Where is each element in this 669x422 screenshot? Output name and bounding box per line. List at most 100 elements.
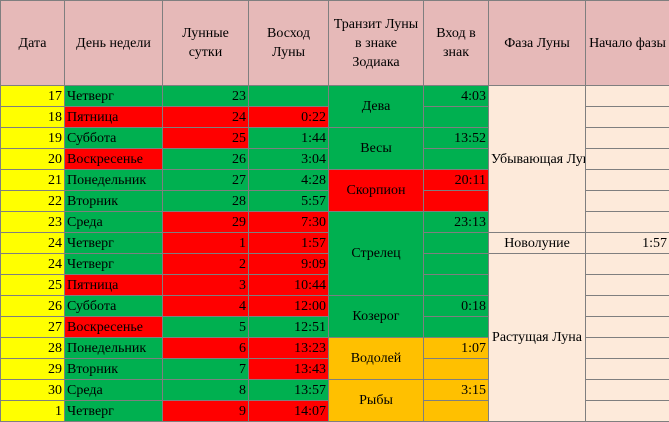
date-cell[interactable]: 19	[1, 128, 65, 149]
moonrise-cell[interactable]: 13:23	[249, 338, 329, 359]
header-phase-start[interactable]: Начало фазы	[586, 1, 669, 86]
date-cell[interactable]: 1	[1, 401, 65, 422]
lunar-day-cell[interactable]: 9	[163, 401, 249, 422]
date-cell[interactable]: 26	[1, 296, 65, 317]
lunar-day-cell[interactable]: 26	[163, 149, 249, 170]
moonrise-cell[interactable]: 10:44	[249, 275, 329, 296]
sign-cell-scorpio[interactable]: Скорпион	[329, 170, 424, 212]
phase-start-cell[interactable]	[586, 275, 669, 296]
date-cell[interactable]: 21	[1, 170, 65, 191]
date-cell[interactable]: 29	[1, 359, 65, 380]
entry-cell[interactable]	[424, 401, 489, 422]
lunar-day-cell[interactable]: 7	[163, 359, 249, 380]
phase-cell-new-moon[interactable]: Новолуние	[489, 233, 586, 254]
sign-cell-virgo[interactable]: Дева	[329, 86, 424, 128]
sign-cell-pisces[interactable]: Рыбы	[329, 380, 424, 422]
moonrise-cell[interactable]: 14:07	[249, 401, 329, 422]
lunar-day-cell[interactable]: 29	[163, 212, 249, 233]
moonrise-cell[interactable]	[249, 86, 329, 107]
moonrise-cell[interactable]: 1:44	[249, 128, 329, 149]
lunar-day-cell[interactable]: 25	[163, 128, 249, 149]
phase-start-cell[interactable]	[586, 128, 669, 149]
date-cell[interactable]: 23	[1, 212, 65, 233]
phase-start-cell[interactable]	[586, 86, 669, 107]
moonrise-cell[interactable]: 9:09	[249, 254, 329, 275]
phase-start-cell[interactable]	[586, 359, 669, 380]
weekday-cell[interactable]: Четверг	[65, 233, 163, 254]
weekday-cell[interactable]: Вторник	[65, 359, 163, 380]
phase-start-cell[interactable]	[586, 107, 669, 128]
header-weekday[interactable]: День недели	[65, 1, 163, 86]
moonrise-cell[interactable]: 4:28	[249, 170, 329, 191]
entry-cell[interactable]: 0:18	[424, 296, 489, 317]
entry-cell[interactable]	[424, 149, 489, 170]
lunar-day-cell[interactable]: 27	[163, 170, 249, 191]
entry-cell[interactable]: 4:03	[424, 86, 489, 107]
entry-cell[interactable]	[424, 254, 489, 275]
entry-cell[interactable]: 1:07	[424, 338, 489, 359]
phase-start-cell[interactable]	[586, 212, 669, 233]
lunar-day-cell[interactable]: 2	[163, 254, 249, 275]
entry-cell[interactable]: 23:13	[424, 212, 489, 233]
lunar-day-cell[interactable]: 4	[163, 296, 249, 317]
phase-start-cell[interactable]	[586, 296, 669, 317]
phase-cell-waxing[interactable]: Растущая Луна	[489, 254, 586, 422]
phase-start-cell[interactable]	[586, 380, 669, 401]
weekday-cell[interactable]: Суббота	[65, 128, 163, 149]
lunar-day-cell[interactable]: 3	[163, 275, 249, 296]
date-cell[interactable]: 17	[1, 86, 65, 107]
weekday-cell[interactable]: Воскресенье	[65, 149, 163, 170]
moonrise-cell[interactable]: 13:43	[249, 359, 329, 380]
entry-cell[interactable]	[424, 275, 489, 296]
phase-start-cell[interactable]	[586, 254, 669, 275]
header-transit[interactable]: Транзит Луны в знаке Зодиака	[329, 1, 424, 86]
date-cell[interactable]: 27	[1, 317, 65, 338]
weekday-cell[interactable]: Вторник	[65, 191, 163, 212]
moonrise-cell[interactable]: 3:04	[249, 149, 329, 170]
date-cell[interactable]: 18	[1, 107, 65, 128]
entry-cell[interactable]	[424, 359, 489, 380]
weekday-cell[interactable]: Среда	[65, 212, 163, 233]
weekday-cell[interactable]: Четверг	[65, 254, 163, 275]
date-cell[interactable]: 22	[1, 191, 65, 212]
date-cell[interactable]: 20	[1, 149, 65, 170]
phase-start-cell[interactable]	[586, 170, 669, 191]
lunar-day-cell[interactable]: 6	[163, 338, 249, 359]
entry-cell[interactable]: 13:52	[424, 128, 489, 149]
entry-cell[interactable]	[424, 233, 489, 254]
weekday-cell[interactable]: Пятница	[65, 275, 163, 296]
lunar-day-cell[interactable]: 5	[163, 317, 249, 338]
moonrise-cell[interactable]: 12:00	[249, 296, 329, 317]
phase-start-cell[interactable]	[586, 149, 669, 170]
weekday-cell[interactable]: Понедельник	[65, 170, 163, 191]
moonrise-cell[interactable]: 12:51	[249, 317, 329, 338]
header-phase[interactable]: Фаза Луны	[489, 1, 586, 86]
entry-cell[interactable]	[424, 107, 489, 128]
moonrise-cell[interactable]: 7:30	[249, 212, 329, 233]
entry-cell[interactable]	[424, 317, 489, 338]
moonrise-cell[interactable]: 0:22	[249, 107, 329, 128]
phase-start-new-moon[interactable]: 1:57	[586, 233, 669, 254]
weekday-cell[interactable]: Суббота	[65, 296, 163, 317]
sign-cell-libra[interactable]: Весы	[329, 128, 424, 170]
date-cell[interactable]: 24	[1, 233, 65, 254]
date-cell[interactable]: 24	[1, 254, 65, 275]
lunar-day-cell[interactable]: 23	[163, 86, 249, 107]
entry-cell[interactable]: 3:15	[424, 380, 489, 401]
weekday-cell[interactable]: Понедельник	[65, 338, 163, 359]
moonrise-cell[interactable]: 13:57	[249, 380, 329, 401]
moonrise-cell[interactable]: 5:57	[249, 191, 329, 212]
weekday-cell[interactable]: Воскресенье	[65, 317, 163, 338]
phase-start-cell[interactable]	[586, 191, 669, 212]
date-cell[interactable]: 30	[1, 380, 65, 401]
phase-start-cell[interactable]	[586, 317, 669, 338]
entry-cell[interactable]: 20:11	[424, 170, 489, 191]
weekday-cell[interactable]: Четверг	[65, 401, 163, 422]
weekday-cell[interactable]: Пятница	[65, 107, 163, 128]
moonrise-cell[interactable]: 1:57	[249, 233, 329, 254]
lunar-day-cell[interactable]: 8	[163, 380, 249, 401]
date-cell[interactable]: 28	[1, 338, 65, 359]
header-lunar-day[interactable]: Лунные сутки	[163, 1, 249, 86]
entry-cell[interactable]	[424, 191, 489, 212]
phase-cell-waning[interactable]: Убывающая Луна	[489, 86, 586, 233]
